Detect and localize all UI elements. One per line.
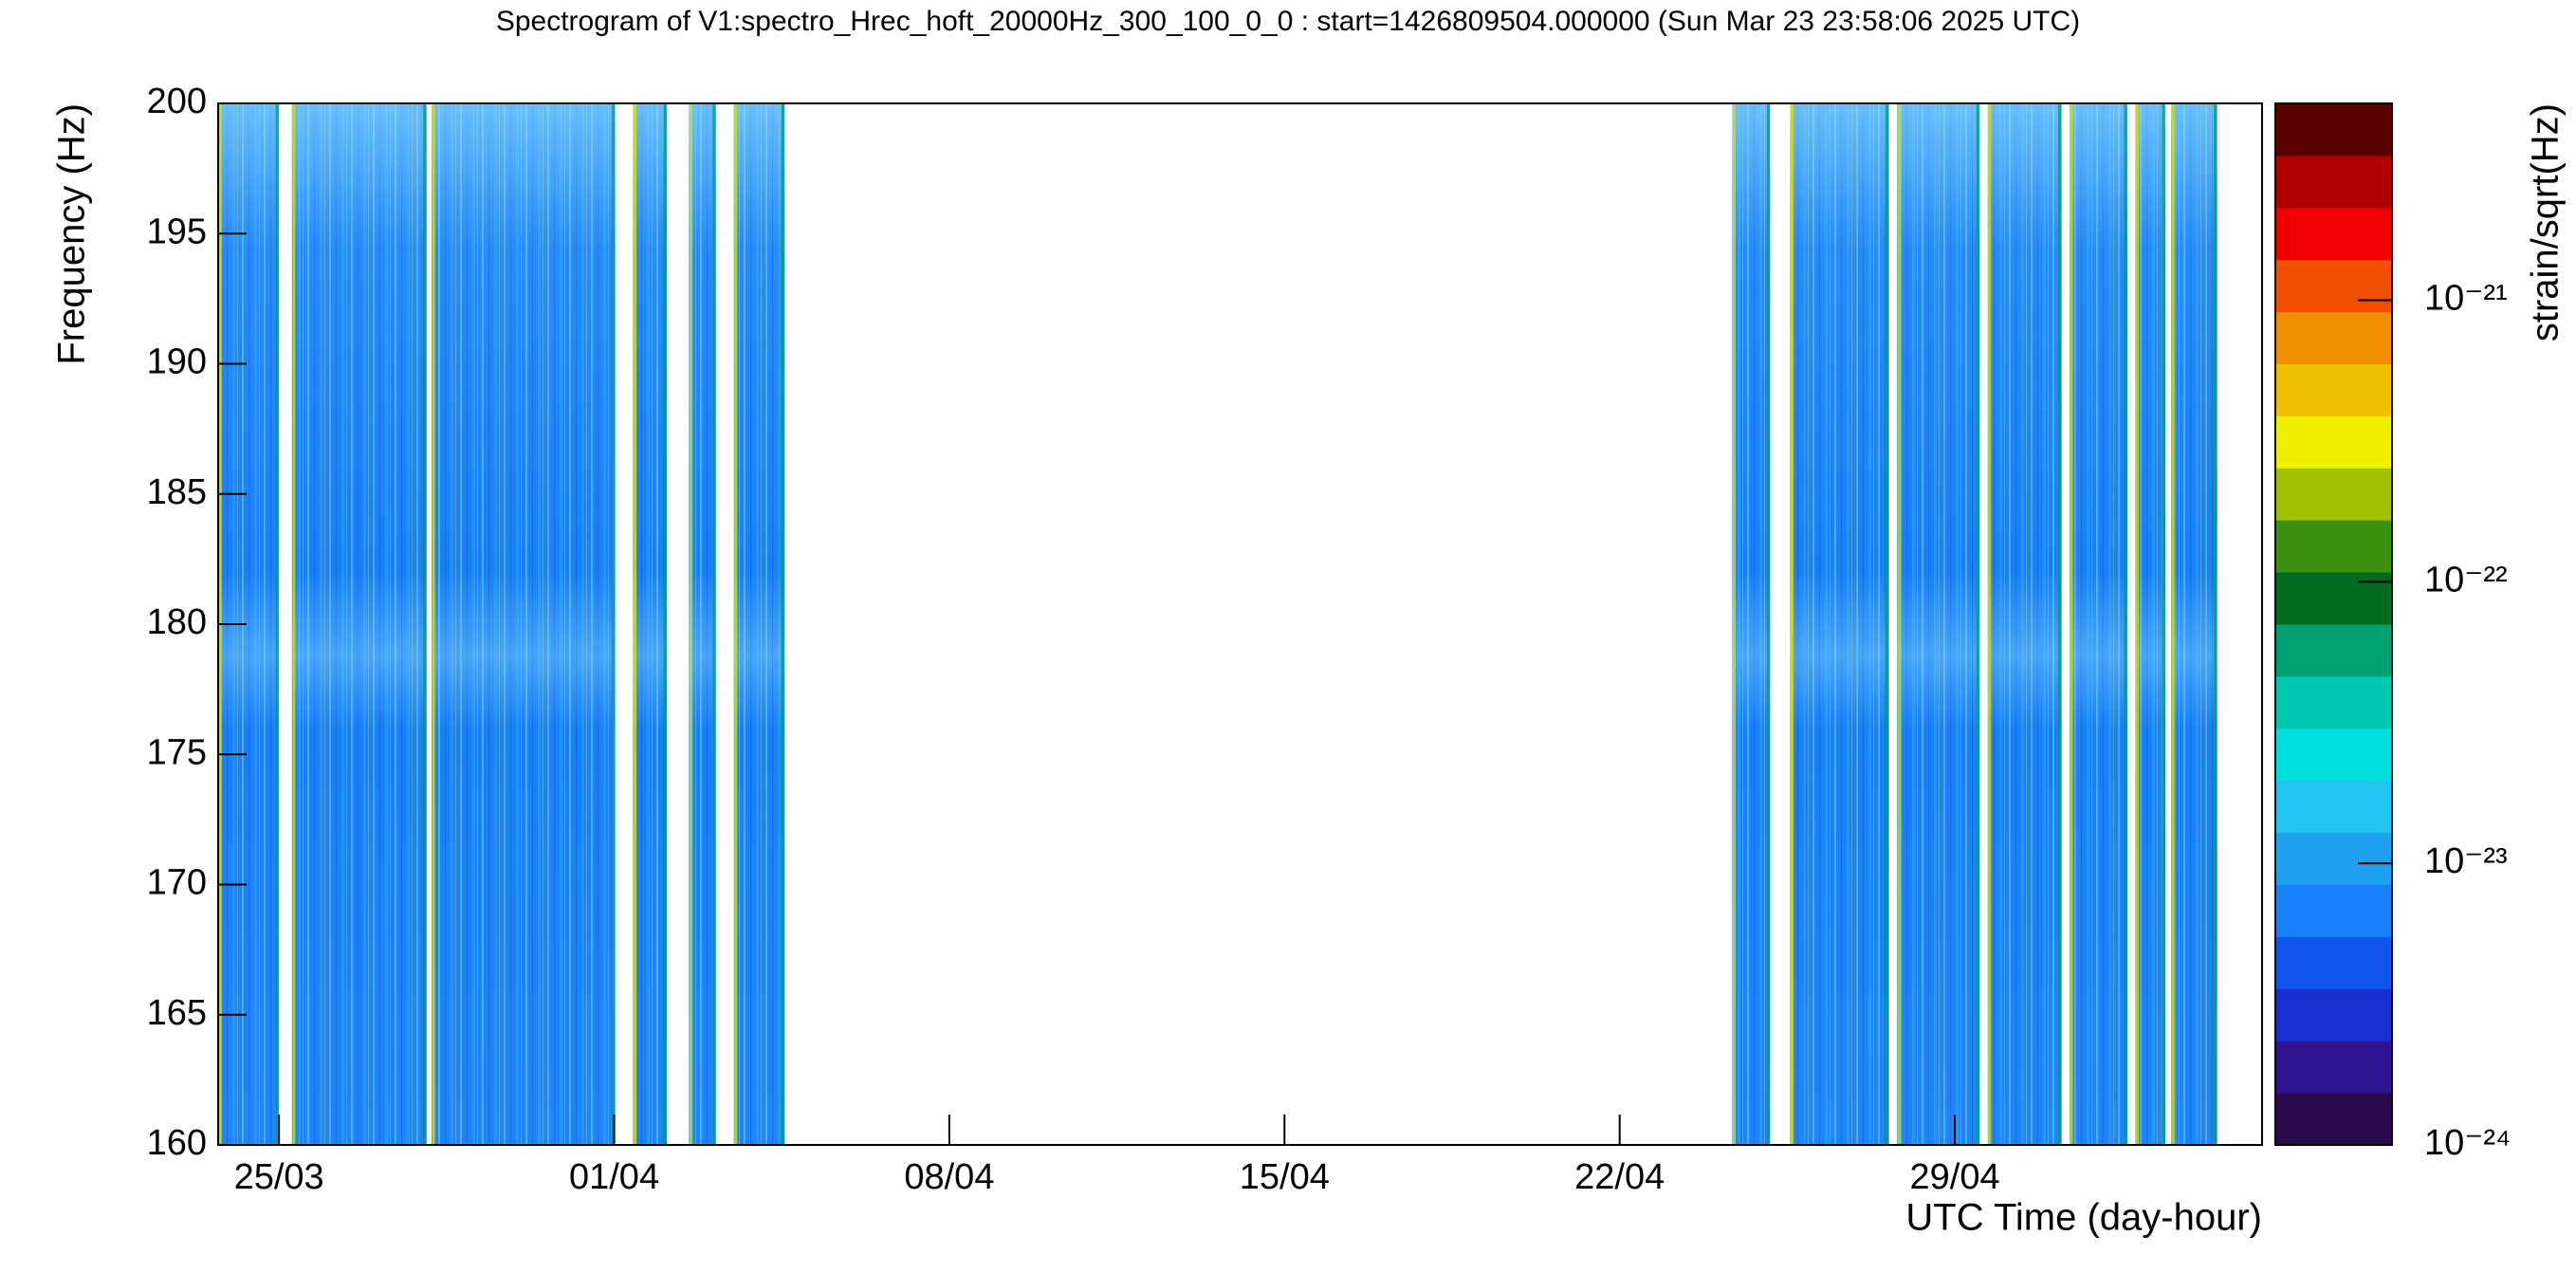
colorbar-tick-label: 10⁻²²	[2424, 560, 2508, 600]
colorbar-band	[2275, 207, 2392, 261]
segment-band	[2070, 103, 2128, 1145]
colorbar-tick-label: 10⁻²⁴	[2424, 1123, 2511, 1163]
y-tick-label: 200	[147, 82, 207, 121]
y-tick-label: 170	[147, 863, 207, 903]
segment-band	[733, 103, 785, 1145]
colorbar-band	[2275, 467, 2392, 521]
x-tick-label: 01/04	[569, 1157, 659, 1197]
colorbar-band	[2275, 1040, 2392, 1094]
colorbar-band	[2275, 363, 2392, 416]
x-tick-label: 15/04	[1240, 1157, 1330, 1197]
segment-band	[1897, 103, 1980, 1145]
segment-band	[689, 103, 716, 1145]
colorbar-frame	[2274, 102, 2393, 1146]
segment-band	[633, 103, 668, 1145]
colorbar-band	[2275, 519, 2392, 573]
colorbar-tick-label: 10⁻²¹	[2424, 279, 2508, 319]
segment-band	[1790, 103, 1889, 1145]
y-axis-label: Frequency (Hz)	[51, 103, 93, 365]
y-tick-label: 160	[147, 1123, 207, 1163]
x-tick-label: 22/04	[1574, 1157, 1665, 1197]
colorbar-band	[2275, 415, 2392, 469]
x-tick-label: 29/04	[1910, 1157, 2000, 1197]
colorbar-band	[2275, 1092, 2392, 1146]
y-tick-label: 185	[147, 472, 207, 512]
colorbar-label: strain/sqrt(Hz)	[2525, 103, 2567, 341]
segment-band	[291, 103, 427, 1145]
y-tick-label: 195	[147, 212, 207, 251]
colorbar-tick-label: 10⁻²³	[2424, 841, 2508, 881]
colorbar-band	[2275, 832, 2392, 885]
segment-band	[2135, 103, 2165, 1145]
segment-band	[2171, 103, 2217, 1145]
colorbar-band	[2275, 571, 2392, 625]
segment-band	[1732, 103, 1771, 1145]
y-tick-label: 190	[147, 342, 207, 382]
colorbar-band	[2275, 155, 2392, 209]
segment-band	[1987, 103, 2062, 1145]
colorbar-band	[2275, 884, 2392, 937]
colorbar-band	[2275, 780, 2392, 834]
chart-title: Spectrogram of V1:spectro_Hrec_hoft_2000…	[496, 6, 2080, 37]
colorbar-band	[2275, 623, 2392, 677]
x-tick-label: 08/04	[904, 1157, 994, 1197]
colorbar-band	[2275, 259, 2392, 313]
y-tick-label: 175	[147, 732, 207, 772]
colorbar-band	[2275, 935, 2392, 989]
segment-band	[432, 103, 616, 1145]
colorbar-band	[2275, 675, 2392, 729]
colorbar-band	[2275, 728, 2392, 782]
colorbar-band	[2275, 102, 2392, 157]
y-tick-label: 165	[147, 993, 207, 1033]
colorbar-band	[2275, 311, 2392, 364]
x-axis-label: UTC Time (day-hour)	[1905, 1197, 2262, 1239]
y-tick-label: 180	[147, 602, 207, 642]
colorbar-band	[2275, 987, 2392, 1042]
x-tick-label: 25/03	[234, 1157, 324, 1197]
